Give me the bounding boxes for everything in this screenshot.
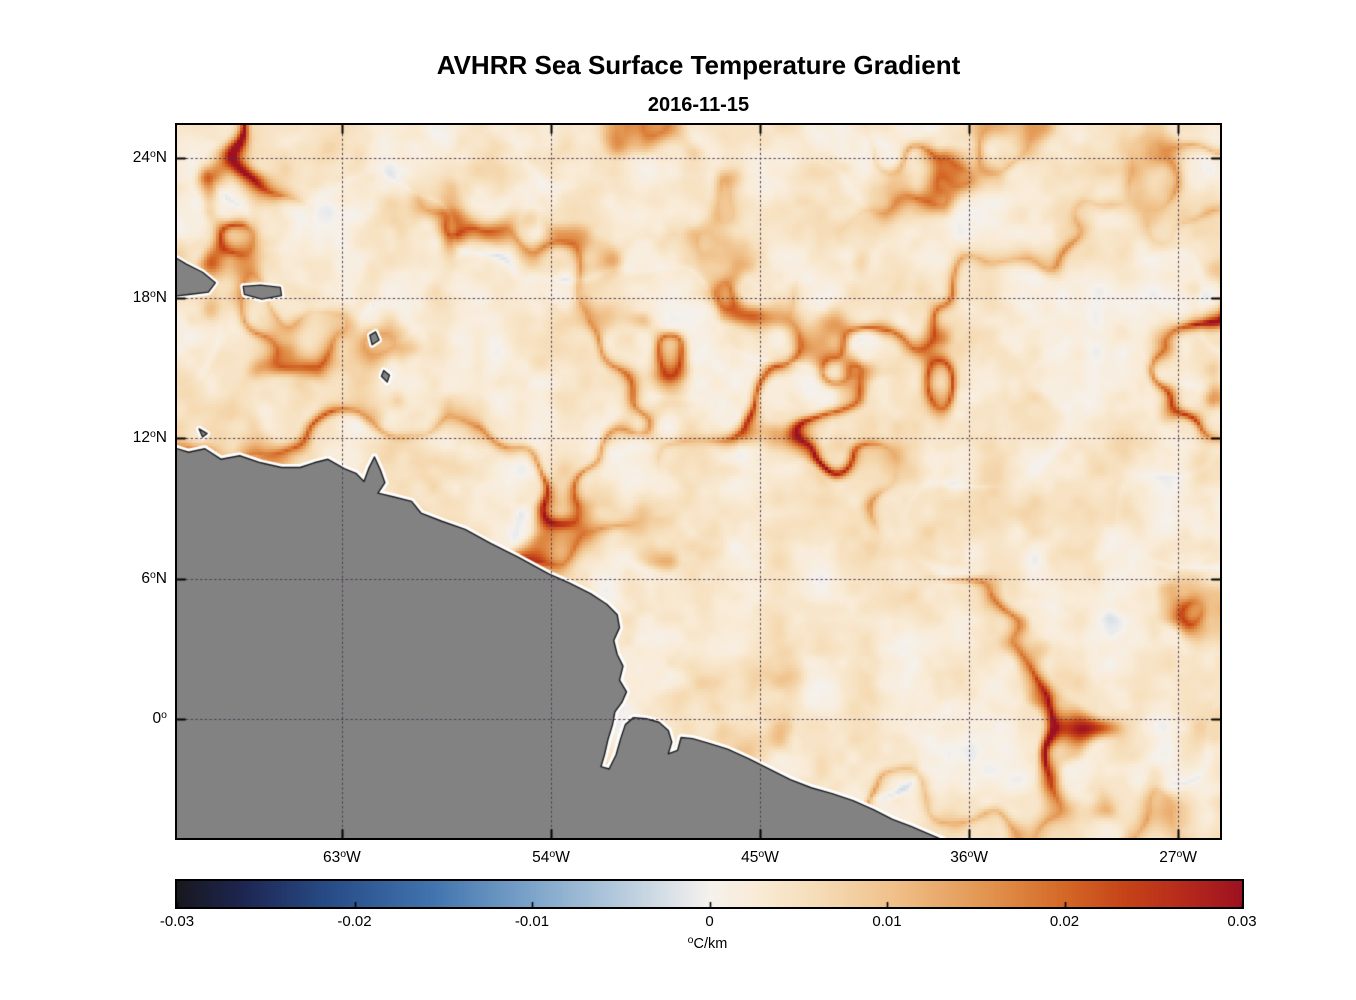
x-tick-value: 45 <box>741 849 759 866</box>
y-tick-label: 6oN <box>91 568 167 588</box>
chart-title: AVHRR Sea Surface Temperature Gradient <box>436 50 961 80</box>
colorbar-unit-label: oC/km <box>175 934 1240 952</box>
x-tick-value: 27 <box>1159 849 1177 866</box>
colorbar-tick-label: -0.02 <box>337 913 372 930</box>
y-tick-value: 12 <box>132 429 150 447</box>
degree-superscript: o <box>149 147 156 160</box>
x-tick-label: 27oW <box>1159 849 1197 867</box>
y-tick-label: 18oN <box>91 289 167 307</box>
colorbar-tick-label: 0.01 <box>872 913 902 930</box>
y-tick-value: 6 <box>141 569 150 587</box>
colorbar <box>175 879 1244 909</box>
degree-superscript: o <box>149 428 156 441</box>
x-tick-hemisphere: W <box>555 849 570 866</box>
x-tick-value: 54 <box>532 849 550 866</box>
degree-superscript: o <box>161 708 167 721</box>
x-tick-hemisphere: W <box>346 849 361 866</box>
x-tick-hemisphere: W <box>1182 849 1198 866</box>
x-tick-label: 45oW <box>741 849 779 867</box>
colorbar-tick-label: -0.01 <box>514 913 550 930</box>
y-tick-hemisphere: N <box>155 569 167 587</box>
degree-superscript: o <box>758 848 765 860</box>
colorbar-canvas <box>177 881 1242 907</box>
map-plot-area <box>175 123 1222 840</box>
x-tick-value: 36 <box>950 849 968 866</box>
colorbar-tick-label: -0.03 <box>159 913 195 930</box>
colorbar-tick-label: 0.03 <box>1227 913 1257 930</box>
colorbar-tick-label: 0 <box>705 913 714 930</box>
sst-gradient-map-canvas <box>177 125 1220 838</box>
degree-superscript: o <box>149 568 156 581</box>
degree-superscript: o <box>1176 848 1183 860</box>
colorbar-unit-text: C/km <box>693 936 728 952</box>
chart-subtitle: 2016-11-15 <box>647 94 750 116</box>
x-tick-value: 63 <box>323 849 341 866</box>
y-tick-hemisphere: N <box>155 429 167 447</box>
y-tick-label: 12oN <box>91 429 167 447</box>
x-tick-label: 63oW <box>323 849 361 867</box>
y-tick-value: 0 <box>152 709 162 727</box>
y-tick-value: 24 <box>132 148 150 166</box>
degree-superscript: o <box>549 848 556 860</box>
y-tick-label: 24oN <box>91 147 167 167</box>
y-tick-value: 18 <box>132 288 150 306</box>
x-tick-label: 54oW <box>532 849 570 867</box>
degree-superscript: o <box>149 287 156 300</box>
x-tick-label: 36oW <box>950 849 988 867</box>
x-tick-hemisphere: W <box>973 849 988 866</box>
y-tick-hemisphere: N <box>155 148 167 166</box>
colorbar-tick-label: 0.02 <box>1049 913 1080 930</box>
degree-superscript: o <box>687 934 694 946</box>
y-tick-label: 0o <box>91 710 167 728</box>
degree-superscript: o <box>340 848 347 860</box>
y-tick-hemisphere: N <box>155 288 167 306</box>
x-tick-hemisphere: W <box>764 849 779 866</box>
degree-superscript: o <box>967 848 974 860</box>
